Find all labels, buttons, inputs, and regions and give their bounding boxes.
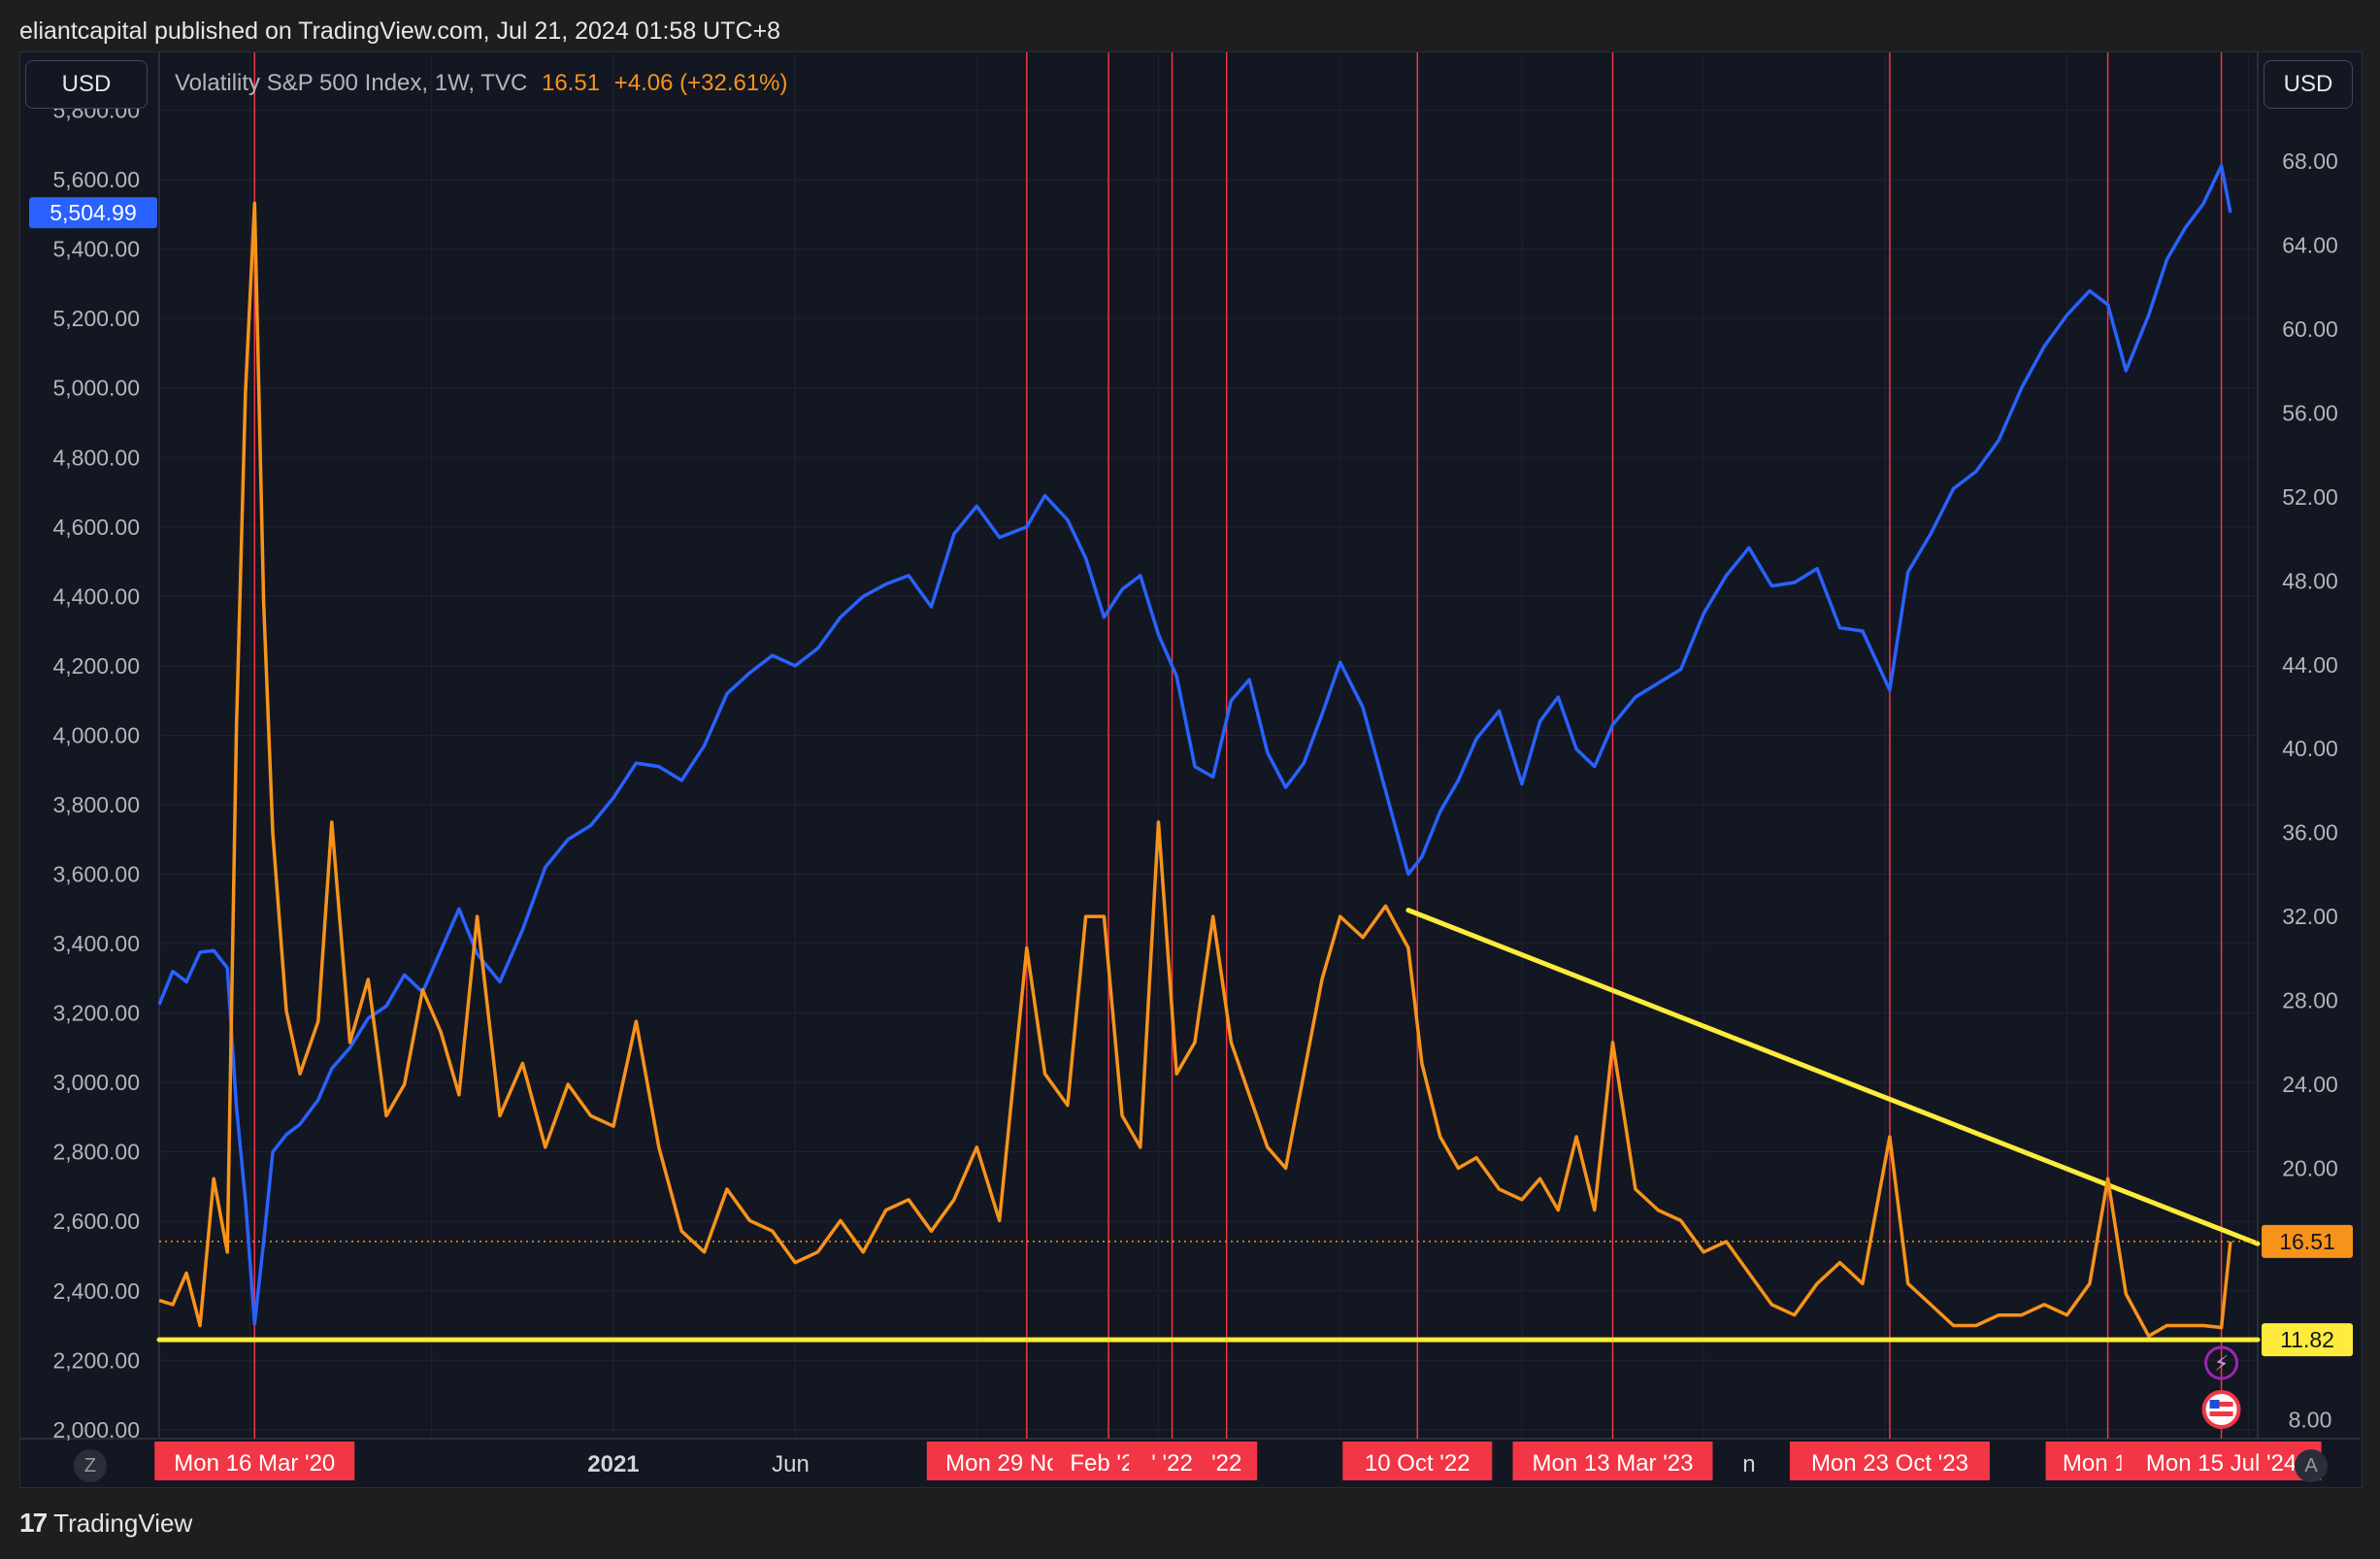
event-marker-label: Mon 16 Mar '20 [174, 1450, 335, 1476]
right-axis-tick-label: 56.00 [2282, 400, 2338, 425]
event-marker-label: '22 [1211, 1450, 1241, 1476]
left-axis-tick-label: 3,000.00 [52, 1070, 140, 1095]
left-axis-tick-label: 3,600.00 [52, 862, 140, 887]
left-axis-tick-label: 4,600.00 [52, 514, 140, 540]
event-marker-badge [1512, 1442, 1713, 1480]
event-marker-label: ' '22 [1151, 1450, 1193, 1476]
right-axis-tick-label: 68.00 [2282, 149, 2338, 174]
left-axis-tick-label: 4,400.00 [52, 583, 140, 609]
right-axis-tick-label: 8.00 [2289, 1408, 2332, 1433]
time-axis-label: Jun [772, 1451, 810, 1477]
event-marker-label: Mon 23 Oct '23 [1811, 1450, 1968, 1476]
event-marker-badge [1342, 1442, 1493, 1480]
right-axis-tick-label: 32.00 [2282, 904, 2338, 929]
tradingview-logo-icon: 17 [19, 1508, 48, 1538]
left-axis-tick-label: 2,800.00 [52, 1140, 140, 1165]
left-currency-button[interactable]: USD [25, 60, 148, 109]
left-axis-tick-label: 4,000.00 [52, 722, 140, 747]
spx-last-price-label: 5,504.99 [50, 200, 137, 225]
time-axis-label: 2021 [587, 1451, 639, 1477]
support-level-label: 11.82 [2280, 1327, 2334, 1352]
zoom-right-button[interactable]: A [2295, 1449, 2328, 1482]
right-axis-tick-label: 44.00 [2282, 652, 2338, 678]
left-axis-tick-label: 4,800.00 [52, 445, 140, 470]
spx-last-price-badge [29, 197, 157, 229]
right-axis-tick-label: 20.00 [2282, 1155, 2338, 1180]
left-axis-tick-label: 3,200.00 [52, 1001, 140, 1026]
vix-last-price-label: 16.51 [2279, 1229, 2335, 1254]
left-axis-tick-label: 5,600.00 [52, 167, 140, 192]
chart-frame[interactable] [19, 51, 2363, 1488]
us-flag-event-icon [2201, 1390, 2241, 1429]
left-axis-tick-label: 4,200.00 [52, 653, 140, 679]
left-axis-tick-label: 2,600.00 [52, 1209, 140, 1234]
right-axis-tick-label: 40.00 [2282, 736, 2338, 761]
support-level-badge [2262, 1323, 2353, 1357]
event-marker-badge [1789, 1442, 1990, 1480]
us-flag-stripe-icon [2209, 1402, 2233, 1407]
tradingview-brand: TradingView [53, 1508, 193, 1538]
legend-last-price: 16.51 [541, 70, 601, 96]
vix-series-line [158, 201, 2232, 1339]
published-caption: eliantcapital published on TradingView.c… [19, 17, 781, 45]
left-axis-tick-label: 3,800.00 [52, 792, 140, 817]
left-axis-tick-label: 5,000.00 [52, 376, 140, 401]
right-axis-tick-label: 24.00 [2282, 1072, 2338, 1097]
left-axis-tick-label: 5,200.00 [52, 306, 140, 331]
left-axis-tick-label: 2,200.00 [52, 1347, 140, 1373]
left-axis-tick-label: 2,400.00 [52, 1278, 140, 1304]
trend-line [1405, 908, 2261, 1246]
vix-last-price-badge [2262, 1224, 2353, 1258]
event-marker-badge [1196, 1442, 1258, 1480]
tradingview-logo[interactable]: 17 TradingView [19, 1508, 192, 1539]
event-marker-label: Mon 13 Mar '23 [1532, 1450, 1693, 1476]
left-axis-tick-label: 3,400.00 [52, 931, 140, 956]
right-axis-tick-label: 52.00 [2282, 484, 2338, 510]
left-axis-tick-label: 2,000.00 [52, 1417, 140, 1443]
us-flag-stripe-icon [2209, 1411, 2233, 1416]
right-axis-tick-label: 28.00 [2282, 988, 2338, 1013]
chart-legend: Volatility S&P 500 Index, 1W, TVC 16.51 … [175, 70, 788, 97]
event-marker-badge [2121, 1442, 2322, 1480]
zoom-left-button[interactable]: Z [74, 1449, 107, 1482]
us-flag-canton-icon [2209, 1400, 2220, 1409]
lightning-glyph-icon: ⚡ [2214, 1352, 2229, 1377]
right-axis-tick-label: 60.00 [2282, 316, 2338, 342]
right-axis-tick-label: 36.00 [2282, 820, 2338, 846]
left-axis-tick-label: 5,400.00 [52, 237, 140, 262]
spx-series-line [157, 164, 2232, 1326]
legend-change: +4.06 (+32.61%) [613, 70, 788, 96]
event-marker-label: 10 Oct '22 [1365, 1450, 1471, 1476]
time-axis-label: n [1742, 1451, 1755, 1477]
legend-symbol: Volatility S&P 500 Index, 1W, TVC [175, 70, 528, 96]
lightning-event-icon [2204, 1345, 2239, 1380]
event-marker-badge [154, 1442, 355, 1480]
right-axis-tick-label: 64.00 [2282, 233, 2338, 258]
event-marker-label: Mon 15 Jul '24 [2146, 1450, 2297, 1476]
right-axis-tick-label: 48.00 [2282, 568, 2338, 593]
right-currency-button[interactable]: USD [2264, 60, 2353, 109]
